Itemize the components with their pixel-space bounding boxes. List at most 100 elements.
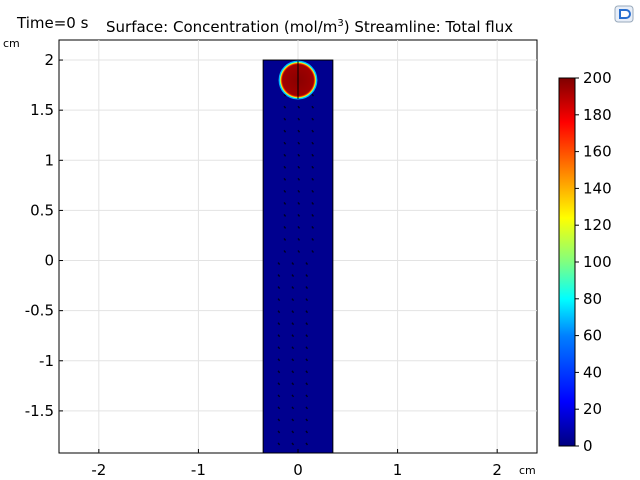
colorbar-tick-label: 200 (583, 69, 612, 87)
flux-arrow (311, 153, 315, 157)
flux-arrow (291, 334, 295, 338)
flux-arrow (283, 153, 287, 157)
flux-arrow (291, 430, 295, 434)
colorbar-tick-label: 180 (583, 106, 612, 124)
flux-arrow (305, 334, 309, 338)
colorbar-tick-label: 60 (583, 327, 602, 345)
x-tick-label: -2 (91, 461, 106, 479)
y-tick-label: 2 (44, 51, 54, 69)
flux-arrow (291, 394, 295, 398)
y-tick-label: -0.5 (25, 302, 54, 320)
colorbar-tick-label: 120 (583, 216, 612, 234)
flux-arrow (311, 214, 315, 217)
colorbar-tick-label: 140 (583, 179, 612, 197)
toolbar-logo-icon[interactable] (614, 5, 634, 23)
flux-arrow (311, 201, 315, 205)
flux-arrow (297, 201, 301, 205)
flux-arrow (283, 129, 287, 133)
flux-arrow (283, 165, 287, 169)
flux-arrow (297, 117, 301, 121)
flux-arrow (305, 274, 309, 277)
x-tick-label: 1 (393, 461, 403, 479)
y-tick-label: 0 (44, 252, 54, 270)
flux-arrow (297, 153, 301, 157)
flux-arrow (277, 406, 281, 410)
flux-arrow (283, 201, 287, 205)
colorbar-tick-label: 20 (583, 400, 602, 418)
flux-arrow (283, 250, 287, 253)
flux-arrow (291, 262, 295, 265)
flux-arrow (277, 322, 281, 326)
flux-arrow (277, 310, 281, 314)
flux-arrow (291, 418, 295, 422)
x-tick-label: 0 (293, 461, 303, 479)
flux-arrow (305, 370, 309, 374)
flux-arrow (297, 214, 301, 217)
flux-arrow (283, 93, 287, 97)
x-unit-label: cm (519, 464, 536, 477)
title-superscript: 3 (337, 18, 343, 29)
flux-arrow (291, 346, 295, 350)
y-axis-ticks: 2 1.5 1 0.5 0 -0.5 -1 -1.5 (25, 51, 63, 420)
flux-arrow (311, 117, 315, 121)
flux-arrow (305, 298, 309, 302)
colorbar-tick-label: 40 (583, 363, 602, 381)
flux-arrow (277, 274, 281, 277)
flux-arrow (297, 177, 301, 181)
flux-arrow (311, 141, 315, 145)
x-tick-label: -1 (191, 461, 206, 479)
flux-arrow (297, 250, 301, 253)
flux-arrow (283, 105, 287, 109)
flux-arrow (277, 358, 281, 362)
colorbar-tick-label: 0 (583, 437, 593, 455)
flux-arrow (277, 430, 281, 434)
flux-arrow (277, 418, 281, 422)
flux-arrow (311, 129, 315, 133)
flux-arrow (297, 226, 301, 229)
domain-rect (262, 59, 334, 454)
flux-arrow (291, 274, 295, 277)
y-unit-label: cm (3, 37, 20, 50)
flux-arrow (291, 370, 295, 374)
flux-arrow (305, 286, 309, 290)
flux-arrow (311, 165, 315, 169)
flux-arrow (283, 214, 287, 217)
flux-arrow (283, 238, 287, 241)
flux-arrow (311, 250, 315, 253)
chart-title: Surface: Concentration (mol/m3) Streamli… (106, 18, 513, 36)
flux-arrow (297, 189, 301, 193)
flux-arrow (277, 370, 281, 374)
flux-arrow (305, 346, 309, 350)
y-tick-label: -1 (39, 352, 54, 370)
flux-arrow (305, 310, 309, 314)
flux-arrow (305, 322, 309, 326)
flux-arrow (283, 226, 287, 229)
flux-arrow (305, 418, 309, 422)
flux-arrow (297, 165, 301, 169)
flux-arrow (297, 105, 301, 109)
flux-arrow (305, 358, 309, 362)
flux-arrow (311, 189, 315, 193)
flux-arrow (297, 129, 301, 133)
flux-arrow (277, 262, 281, 265)
colorbar (558, 77, 576, 447)
flux-arrow (277, 334, 281, 338)
flux-arrow (291, 382, 295, 386)
flux-arrow (297, 238, 301, 241)
flux-arrow (305, 262, 309, 265)
flux-arrow (283, 177, 287, 181)
colorbar-tick-label: 160 (583, 143, 612, 161)
flux-arrow (277, 382, 281, 386)
flux-arrow (291, 406, 295, 410)
flux-arrow (305, 394, 309, 398)
flux-arrow (311, 226, 315, 229)
y-tick-label: 1.5 (30, 101, 54, 119)
flux-arrow (311, 93, 315, 97)
domain-group (262, 59, 334, 454)
flux-arrow (277, 346, 281, 350)
flux-arrow (311, 238, 315, 241)
flux-arrow (291, 442, 295, 446)
flux-arrow (305, 406, 309, 410)
time-label: Time=0 s (16, 14, 89, 32)
